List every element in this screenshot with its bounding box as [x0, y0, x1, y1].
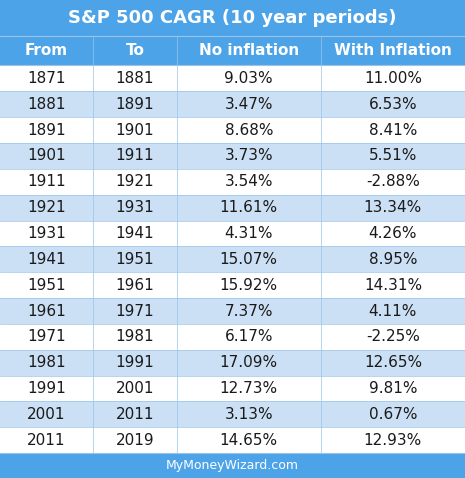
Text: 14.65%: 14.65% [219, 433, 278, 448]
Text: 4.26%: 4.26% [369, 226, 417, 241]
Text: 1941: 1941 [27, 252, 66, 267]
Text: 1951: 1951 [115, 252, 154, 267]
Text: 1971: 1971 [27, 329, 66, 344]
Text: 1961: 1961 [115, 278, 154, 293]
Text: 2001: 2001 [27, 407, 66, 422]
Text: 1981: 1981 [115, 329, 154, 344]
Text: 3.54%: 3.54% [225, 174, 273, 189]
Bar [0, 427, 465, 453]
Text: No inflation: No inflation [199, 43, 299, 58]
Text: 11.61%: 11.61% [219, 200, 278, 215]
Text: 15.92%: 15.92% [219, 278, 278, 293]
Bar [0, 117, 465, 143]
Text: 6.53%: 6.53% [369, 97, 417, 112]
Text: 9.81%: 9.81% [369, 381, 417, 396]
Bar [0, 246, 465, 272]
Bar [0, 195, 465, 220]
Text: 1881: 1881 [116, 71, 154, 86]
Text: 1931: 1931 [115, 200, 154, 215]
Text: 8.95%: 8.95% [369, 252, 417, 267]
Text: 8.68%: 8.68% [225, 122, 273, 138]
Text: 15.07%: 15.07% [220, 252, 278, 267]
Bar [0, 36, 465, 65]
Text: 11.00%: 11.00% [364, 71, 422, 86]
Text: 3.73%: 3.73% [225, 149, 273, 163]
Text: From: From [25, 43, 68, 58]
Text: To: To [126, 43, 144, 58]
Text: 9.03%: 9.03% [225, 71, 273, 86]
Text: 1951: 1951 [27, 278, 66, 293]
Bar [0, 169, 465, 195]
Text: 1981: 1981 [27, 355, 66, 370]
Text: S&P 500 CAGR (10 year periods): S&P 500 CAGR (10 year periods) [68, 9, 397, 27]
Bar [0, 65, 465, 91]
Text: 1871: 1871 [27, 71, 66, 86]
Text: 5.51%: 5.51% [369, 149, 417, 163]
Text: 1991: 1991 [115, 355, 154, 370]
Bar [0, 350, 465, 376]
Bar [0, 220, 465, 246]
Bar [0, 143, 465, 169]
Text: 12.73%: 12.73% [219, 381, 278, 396]
Bar [0, 298, 465, 324]
Text: 13.34%: 13.34% [364, 200, 422, 215]
Text: 17.09%: 17.09% [219, 355, 278, 370]
Text: 2019: 2019 [115, 433, 154, 448]
Text: 3.13%: 3.13% [225, 407, 273, 422]
Text: 1921: 1921 [27, 200, 66, 215]
Text: 1921: 1921 [115, 174, 154, 189]
Text: 4.11%: 4.11% [369, 304, 417, 318]
Text: 1941: 1941 [115, 226, 154, 241]
Text: -2.25%: -2.25% [366, 329, 420, 344]
Text: 1971: 1971 [115, 304, 154, 318]
Bar [0, 376, 465, 402]
Text: 2001: 2001 [116, 381, 154, 396]
Text: 0.67%: 0.67% [369, 407, 417, 422]
Text: 6.17%: 6.17% [225, 329, 273, 344]
Text: 1931: 1931 [27, 226, 66, 241]
Text: -2.88%: -2.88% [366, 174, 420, 189]
Bar [0, 0, 465, 36]
Text: With Inflation: With Inflation [334, 43, 452, 58]
Text: 7.37%: 7.37% [225, 304, 273, 318]
Bar [0, 91, 465, 117]
Text: 2011: 2011 [116, 407, 154, 422]
Text: 2011: 2011 [27, 433, 66, 448]
Text: 1901: 1901 [115, 122, 154, 138]
Text: 12.93%: 12.93% [364, 433, 422, 448]
Text: 1901: 1901 [27, 149, 66, 163]
Bar [0, 324, 465, 350]
Bar [0, 402, 465, 427]
Text: 1881: 1881 [27, 97, 66, 112]
Text: 12.65%: 12.65% [364, 355, 422, 370]
Text: 1991: 1991 [27, 381, 66, 396]
Text: MyMoneyWizard.com: MyMoneyWizard.com [166, 459, 299, 472]
Text: 3.47%: 3.47% [225, 97, 273, 112]
Text: 8.41%: 8.41% [369, 122, 417, 138]
Text: 4.31%: 4.31% [225, 226, 273, 241]
Text: 1911: 1911 [27, 174, 66, 189]
Bar [0, 453, 465, 478]
Text: 14.31%: 14.31% [364, 278, 422, 293]
Bar [0, 272, 465, 298]
Text: 1891: 1891 [115, 97, 154, 112]
Text: 1911: 1911 [115, 149, 154, 163]
Text: 1961: 1961 [27, 304, 66, 318]
Text: 1891: 1891 [27, 122, 66, 138]
